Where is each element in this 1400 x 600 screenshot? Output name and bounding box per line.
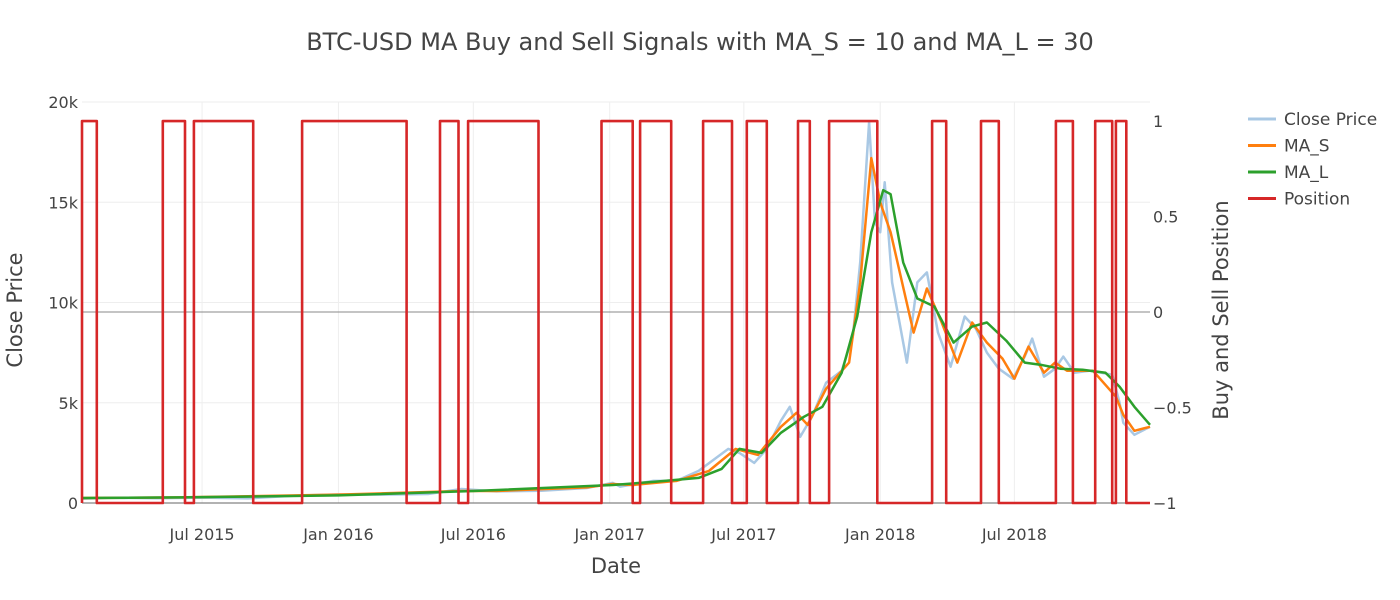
x-tick-label: Jan 2018 bbox=[844, 525, 915, 544]
y2-tick-label: −0.5 bbox=[1153, 399, 1192, 418]
series-line-ma-s bbox=[81, 156, 1151, 500]
x-axis-title: Date bbox=[591, 554, 641, 578]
axis-layer: Jul 2015 Jan 2016 Jul 2016 Jan 2017 Jul 2017… bbox=[48, 93, 1191, 544]
series-line-close-price bbox=[81, 120, 1151, 501]
legend: Close Price MA_S MA_L Position bbox=[1248, 110, 1377, 210]
x-tick-label: Jul 2016 bbox=[440, 525, 506, 544]
y-tick-label: 10k bbox=[48, 294, 78, 313]
y2-axis-title: Buy and Sell Position bbox=[1209, 200, 1233, 419]
y-tick-label: 20k bbox=[48, 93, 78, 112]
legend-label-ma-l: MA_L bbox=[1284, 163, 1329, 183]
y-tick-label: 15k bbox=[48, 193, 78, 212]
x-tick-label: Jan 2016 bbox=[302, 525, 373, 544]
series-line-ma-l bbox=[81, 188, 1151, 500]
x-tick-label: Jul 2018 bbox=[981, 525, 1047, 544]
x-tick-label: Jan 2017 bbox=[573, 525, 644, 544]
legend-label-position: Position bbox=[1284, 190, 1350, 210]
series-layer bbox=[80, 119, 1151, 505]
legend-label-close-price: Close Price bbox=[1284, 110, 1377, 130]
series-line-position bbox=[80, 119, 1150, 505]
y2-tick-label: 0 bbox=[1153, 303, 1163, 322]
chart-title: BTC-USD MA Buy and Sell Signals with MA_… bbox=[306, 28, 1094, 56]
y-axis-title: Close Price bbox=[3, 252, 27, 367]
y2-tick-label: 0.5 bbox=[1153, 208, 1178, 227]
x-tick-label: Jul 2017 bbox=[710, 525, 776, 544]
y2-tick-label: 1 bbox=[1153, 112, 1163, 131]
y-tick-label: 0 bbox=[68, 494, 78, 513]
grid-layer bbox=[82, 101, 1150, 504]
x-tick-label: Jul 2015 bbox=[169, 525, 235, 544]
y2-tick-label: −1 bbox=[1153, 494, 1177, 513]
legend-label-ma-s: MA_S bbox=[1284, 137, 1330, 157]
y-tick-label: 5k bbox=[59, 394, 79, 413]
